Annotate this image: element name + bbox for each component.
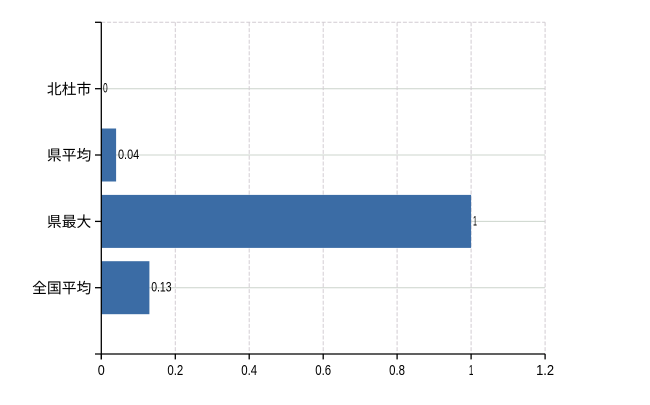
svg-text:0.6: 0.6: [315, 362, 331, 379]
svg-text:0.13: 0.13: [151, 279, 172, 295]
svg-text:1: 1: [469, 362, 474, 379]
svg-text:0: 0: [103, 80, 108, 96]
svg-text:1.2: 1.2: [536, 362, 554, 379]
svg-text:0.4: 0.4: [241, 362, 257, 379]
svg-text:0: 0: [98, 362, 105, 379]
svg-text:0.8: 0.8: [389, 362, 405, 379]
svg-text:1: 1: [473, 212, 477, 228]
svg-text:0.2: 0.2: [167, 362, 183, 379]
svg-text:0.04: 0.04: [118, 146, 139, 162]
